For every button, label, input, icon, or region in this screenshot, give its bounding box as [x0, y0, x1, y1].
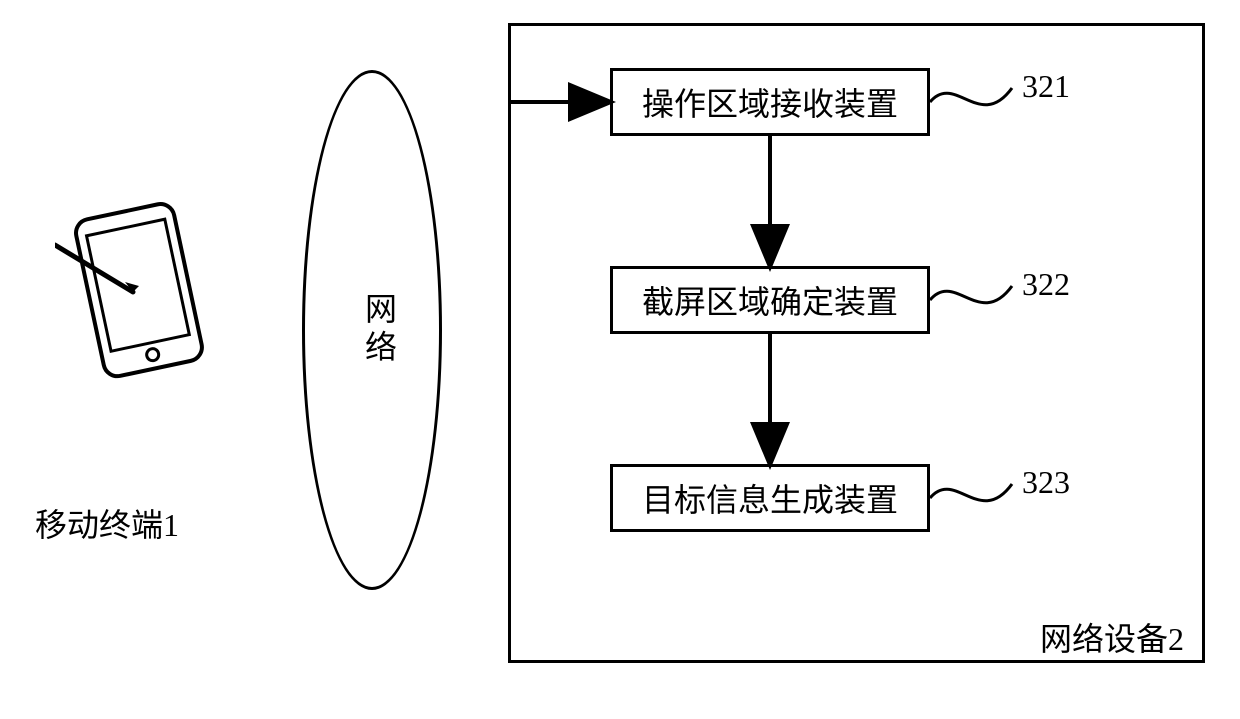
- ref-323: 323: [1022, 464, 1070, 501]
- flow-box-323: 目标信息生成装置: [610, 464, 930, 532]
- flow-box-322: 截屏区域确定装置: [610, 266, 930, 334]
- flow-box-321: 操作区域接收装置: [610, 68, 930, 136]
- network-device-label: 网络设备2: [1040, 614, 1184, 660]
- mobile-terminal-icon: [55, 190, 225, 400]
- mobile-terminal-label: 移动终端1: [35, 500, 179, 546]
- ref-322: 322: [1022, 266, 1070, 303]
- diagram-canvas: 移动终端1 网络 网络设备2 操作区域接收装置 321 截屏区域确定装置 322…: [0, 0, 1240, 719]
- ref-321: 321: [1022, 68, 1070, 105]
- network-label: 网络: [356, 292, 402, 368]
